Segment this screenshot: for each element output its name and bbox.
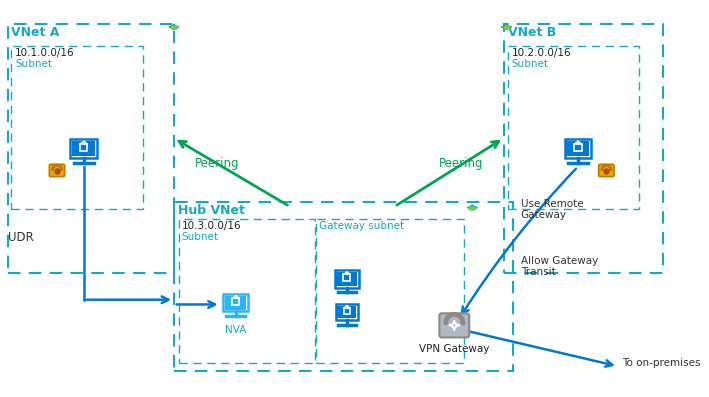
Text: To on-premises: To on-premises [623, 358, 701, 368]
Text: NVA: NVA [225, 326, 247, 335]
Text: Peering: Peering [439, 157, 484, 170]
Bar [179, 219, 315, 363]
Text: Hub VNet: Hub VNet [178, 204, 245, 217]
Bar [508, 46, 639, 210]
FancyBboxPatch shape [50, 164, 65, 177]
Text: 10.3.0.0/16: 10.3.0.0/16 [182, 221, 241, 231]
Bar [574, 144, 581, 151]
Bar [335, 304, 358, 320]
Text: 10.1.0.0/16: 10.1.0.0/16 [15, 48, 75, 58]
Text: VNet A: VNet A [11, 26, 60, 39]
Bar [316, 219, 464, 363]
Bar [564, 139, 591, 158]
Bar [223, 294, 248, 312]
Bar [11, 46, 143, 210]
Text: VPN Gateway: VPN Gateway [419, 344, 489, 355]
Bar [225, 296, 246, 310]
Text: Subnet: Subnet [511, 59, 548, 69]
Bar [343, 274, 350, 281]
Text: VNet B: VNet B [508, 26, 556, 39]
Text: Allow Gateway
Transit: Allow Gateway Transit [521, 256, 598, 277]
Text: 10.2.0.0/16: 10.2.0.0/16 [511, 48, 571, 58]
Bar [344, 308, 350, 314]
Bar [72, 141, 95, 156]
Text: Subnet: Subnet [182, 232, 218, 242]
Bar [503, 24, 664, 273]
FancyBboxPatch shape [440, 313, 469, 337]
Text: Peering: Peering [194, 157, 239, 170]
Bar [337, 306, 357, 318]
Bar [174, 202, 513, 371]
Bar [80, 144, 87, 151]
FancyBboxPatch shape [598, 164, 614, 177]
Bar [335, 270, 359, 288]
Text: Subnet: Subnet [15, 59, 52, 69]
Bar [8, 24, 174, 273]
Text: UDR: UDR [8, 231, 34, 245]
Bar [233, 298, 239, 305]
Text: Gateway subnet: Gateway subnet [319, 221, 404, 231]
Bar [566, 141, 589, 156]
Text: Use Remote
Gateway: Use Remote Gateway [521, 198, 584, 220]
Bar [70, 139, 97, 158]
Bar [337, 272, 357, 286]
